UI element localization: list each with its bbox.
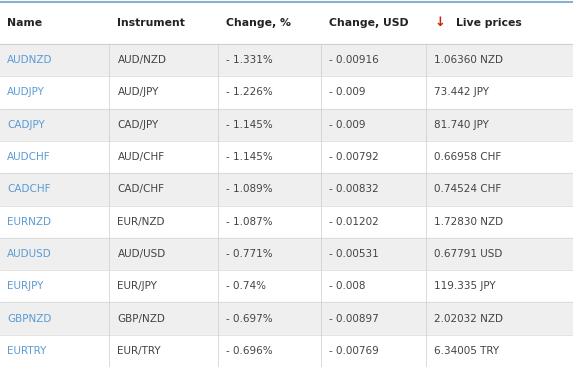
Text: ↓: ↓: [434, 17, 445, 29]
Text: Name: Name: [7, 18, 42, 28]
Text: CAD/CHF: CAD/CHF: [117, 184, 164, 195]
Bar: [0, 206, 573, 238]
Text: GBP/NZD: GBP/NZD: [117, 313, 166, 324]
Text: GBPNZD: GBPNZD: [7, 313, 51, 324]
Text: 2.02032 NZD: 2.02032 NZD: [434, 313, 503, 324]
Bar: [0, 76, 573, 109]
Text: Change, %: Change, %: [226, 18, 291, 28]
Text: AUD/NZD: AUD/NZD: [117, 55, 167, 65]
Text: - 0.696%: - 0.696%: [226, 346, 273, 356]
Text: - 1.145%: - 1.145%: [226, 120, 273, 130]
Text: - 0.00792: - 0.00792: [329, 152, 379, 162]
Bar: [0, 109, 573, 141]
Text: EUR/TRY: EUR/TRY: [117, 346, 161, 356]
Text: AUDJPY: AUDJPY: [7, 87, 45, 98]
Text: 0.67791 USD: 0.67791 USD: [434, 249, 503, 259]
Text: EUR/NZD: EUR/NZD: [117, 217, 165, 227]
Text: EURTRY: EURTRY: [7, 346, 46, 356]
Bar: [0, 173, 573, 206]
Text: - 0.74%: - 0.74%: [226, 281, 266, 291]
Bar: [0, 141, 573, 173]
Bar: [0, 270, 573, 302]
Text: AUD/CHF: AUD/CHF: [117, 152, 164, 162]
Bar: [0, 302, 573, 335]
Text: - 0.00897: - 0.00897: [329, 313, 379, 324]
Text: 81.740 JPY: 81.740 JPY: [434, 120, 489, 130]
Text: Change, USD: Change, USD: [329, 18, 409, 28]
Text: AUDUSD: AUDUSD: [7, 249, 52, 259]
Text: 119.335 JPY: 119.335 JPY: [434, 281, 496, 291]
Text: CADJPY: CADJPY: [7, 120, 45, 130]
Text: - 1.089%: - 1.089%: [226, 184, 273, 195]
Text: AUDNZD: AUDNZD: [7, 55, 52, 65]
Text: - 1.331%: - 1.331%: [226, 55, 273, 65]
Text: - 1.226%: - 1.226%: [226, 87, 273, 98]
Bar: [0, 44, 573, 76]
Text: - 0.771%: - 0.771%: [226, 249, 273, 259]
Text: Instrument: Instrument: [117, 18, 185, 28]
Text: - 0.009: - 0.009: [329, 120, 366, 130]
Text: - 0.697%: - 0.697%: [226, 313, 273, 324]
Bar: [0, 238, 573, 270]
Text: 1.72830 NZD: 1.72830 NZD: [434, 217, 504, 227]
Text: EUR/JPY: EUR/JPY: [117, 281, 158, 291]
Text: - 1.145%: - 1.145%: [226, 152, 273, 162]
Text: AUDCHF: AUDCHF: [7, 152, 50, 162]
Bar: [0, 335, 573, 367]
Text: 6.34005 TRY: 6.34005 TRY: [434, 346, 500, 356]
Text: AUD/JPY: AUD/JPY: [117, 87, 159, 98]
Text: - 0.00769: - 0.00769: [329, 346, 379, 356]
Text: - 0.00531: - 0.00531: [329, 249, 379, 259]
Text: 73.442 JPY: 73.442 JPY: [434, 87, 489, 98]
Text: EURNZD: EURNZD: [7, 217, 51, 227]
Text: - 0.00916: - 0.00916: [329, 55, 379, 65]
Text: - 1.087%: - 1.087%: [226, 217, 273, 227]
Text: - 0.008: - 0.008: [329, 281, 366, 291]
Text: 0.74524 CHF: 0.74524 CHF: [434, 184, 501, 195]
Text: CADCHF: CADCHF: [7, 184, 50, 195]
Text: Live prices: Live prices: [456, 18, 522, 28]
Text: CAD/JPY: CAD/JPY: [117, 120, 159, 130]
Text: 0.66958 CHF: 0.66958 CHF: [434, 152, 501, 162]
Text: - 0.00832: - 0.00832: [329, 184, 379, 195]
Text: - 0.01202: - 0.01202: [329, 217, 379, 227]
Text: - 0.009: - 0.009: [329, 87, 366, 98]
Text: 1.06360 NZD: 1.06360 NZD: [434, 55, 503, 65]
Text: EURJPY: EURJPY: [7, 281, 43, 291]
Text: AUD/USD: AUD/USD: [117, 249, 166, 259]
